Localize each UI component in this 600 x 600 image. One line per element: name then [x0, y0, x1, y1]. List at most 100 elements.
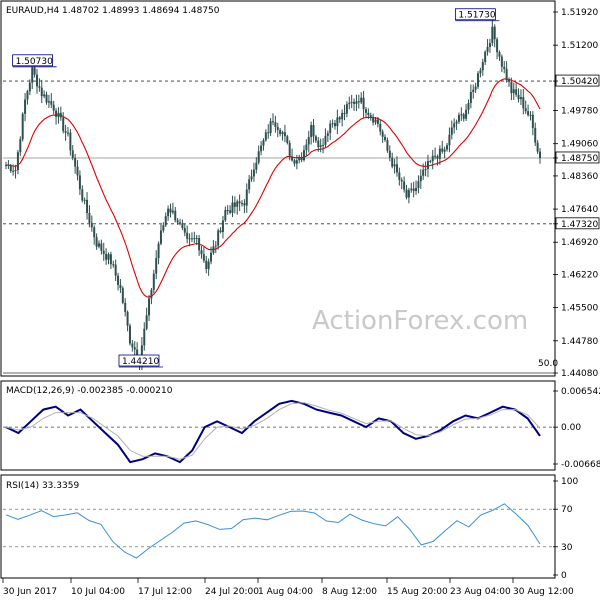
- candle-body-203: [488, 43, 491, 48]
- candle-body-42: [105, 253, 108, 260]
- rsi-ytick-label-2: 30: [561, 543, 573, 553]
- candle-body-160: [386, 140, 389, 151]
- candle-body-170: [410, 188, 413, 191]
- candle-body-136: [329, 123, 332, 134]
- rsi-line: [5, 503, 541, 559]
- ytick-label-12: 1.44780: [561, 337, 598, 347]
- candle-body-139: [336, 117, 339, 127]
- candle-body-153: [369, 115, 372, 117]
- macd-header: MACD(12,26,9) -0.002385 -0.000210: [6, 386, 173, 396]
- candle-body-147: [355, 101, 358, 104]
- candle-body-128: [310, 125, 313, 138]
- xtick-label-6: 15 Aug 20:00: [387, 587, 448, 597]
- rsi-ytick-label-3: 0: [561, 571, 567, 581]
- ytick-label-9: 1.46920: [561, 238, 598, 248]
- candle-body-78: [190, 238, 193, 240]
- candle-body-152: [367, 112, 370, 116]
- candle-body-224: [539, 151, 541, 158]
- candle-body-175: [422, 169, 425, 176]
- fib-label: 50.0: [538, 359, 558, 369]
- candle-body-222: [534, 127, 537, 143]
- annotation-box-1: [118, 354, 160, 367]
- candle-body-34: [86, 199, 89, 214]
- candle-body-101: [245, 189, 248, 206]
- candle-body-10: [28, 82, 31, 92]
- candle-body-3: [12, 170, 15, 172]
- candle-body-77: [188, 238, 191, 240]
- candle-body-176: [424, 169, 427, 171]
- ytick-label-4: 1.49060: [561, 140, 598, 150]
- candle-body-117: [283, 132, 286, 137]
- candle-body-80: [195, 237, 198, 239]
- candle-body-200: [481, 62, 484, 71]
- candle-body-30: [76, 166, 79, 176]
- candle-body-120: [291, 156, 294, 161]
- candle-body-151: [364, 109, 367, 113]
- candle-body-194: [467, 103, 470, 110]
- candle-body-125: [302, 150, 305, 161]
- candle-body-119: [288, 142, 291, 157]
- candle-body-188: [453, 123, 456, 128]
- candle-body-67: [164, 216, 167, 226]
- candle-body-106: [257, 151, 260, 163]
- ytick-box-2: [555, 74, 600, 87]
- candle-body-18: [47, 101, 50, 103]
- candle-body-91: [221, 220, 224, 233]
- xtick-label-1: 10 Jul 04:00: [71, 587, 125, 597]
- annotation-label-0: 1.50730: [16, 57, 53, 67]
- candle-body-209: [503, 66, 506, 69]
- candle-body-141: [341, 112, 344, 120]
- candle-body-90: [219, 230, 222, 233]
- rsi-ytick-label-0: 100: [561, 477, 578, 487]
- candle-body-161: [388, 150, 391, 158]
- candle-body-28: [71, 150, 74, 159]
- candle-body-52: [128, 325, 131, 344]
- candle-body-99: [241, 203, 244, 205]
- xtick-label-0: 30 Jun 2017: [3, 587, 57, 597]
- candle-body-70: [171, 210, 174, 213]
- candle-body-198: [477, 73, 480, 87]
- rsi-header: RSI(14) 33.3359: [6, 481, 79, 491]
- candle-body-71: [174, 210, 177, 221]
- candle-body-63: [155, 258, 158, 274]
- candle-body-214: [515, 89, 518, 95]
- candle-body-66: [162, 225, 165, 231]
- candle-body-43: [107, 254, 110, 260]
- candle-body-95: [231, 202, 234, 213]
- candle-body-83: [202, 254, 205, 261]
- candle-body-221: [531, 114, 534, 128]
- candle-body-5: [16, 152, 19, 171]
- candle-body-23: [59, 112, 62, 118]
- candle-body-204: [491, 26, 494, 44]
- candle-body-37: [93, 227, 96, 238]
- candle-body-114: [276, 126, 279, 130]
- candle-body-2: [9, 165, 12, 172]
- candle-body-58: [143, 328, 146, 346]
- candle-body-167: [403, 181, 406, 190]
- candle-body-116: [281, 132, 284, 135]
- moving-average-line: [6, 78, 541, 298]
- candle-body-93: [226, 210, 229, 212]
- xtick-label-2: 17 Jul 12:00: [138, 587, 192, 597]
- candle-body-102: [248, 179, 251, 190]
- candle-body-21: [55, 110, 58, 117]
- candle-body-109: [264, 132, 267, 141]
- candle-body-219: [527, 111, 530, 116]
- ytick-label-10: 1.46220: [561, 270, 598, 280]
- candle-body-107: [260, 145, 263, 152]
- candle-body-145: [350, 101, 353, 103]
- candle-body-13: [35, 74, 38, 87]
- candle-body-33: [83, 199, 86, 201]
- ytick-label-3: 1.49780: [561, 107, 598, 117]
- candle-body-14: [38, 86, 41, 88]
- candle-body-98: [238, 201, 241, 204]
- candle-body-202: [486, 47, 489, 52]
- candle-body-164: [395, 164, 398, 173]
- ytick-label-8: 1.47320: [561, 220, 598, 230]
- candle-body-75: [183, 228, 186, 233]
- candle-body-86: [210, 252, 213, 262]
- candle-body-87: [212, 246, 215, 253]
- macd-ytick-label-2: -0.006684: [561, 460, 600, 470]
- rsi-panel-frame: [0, 474, 556, 579]
- candle-body-180: [434, 155, 437, 157]
